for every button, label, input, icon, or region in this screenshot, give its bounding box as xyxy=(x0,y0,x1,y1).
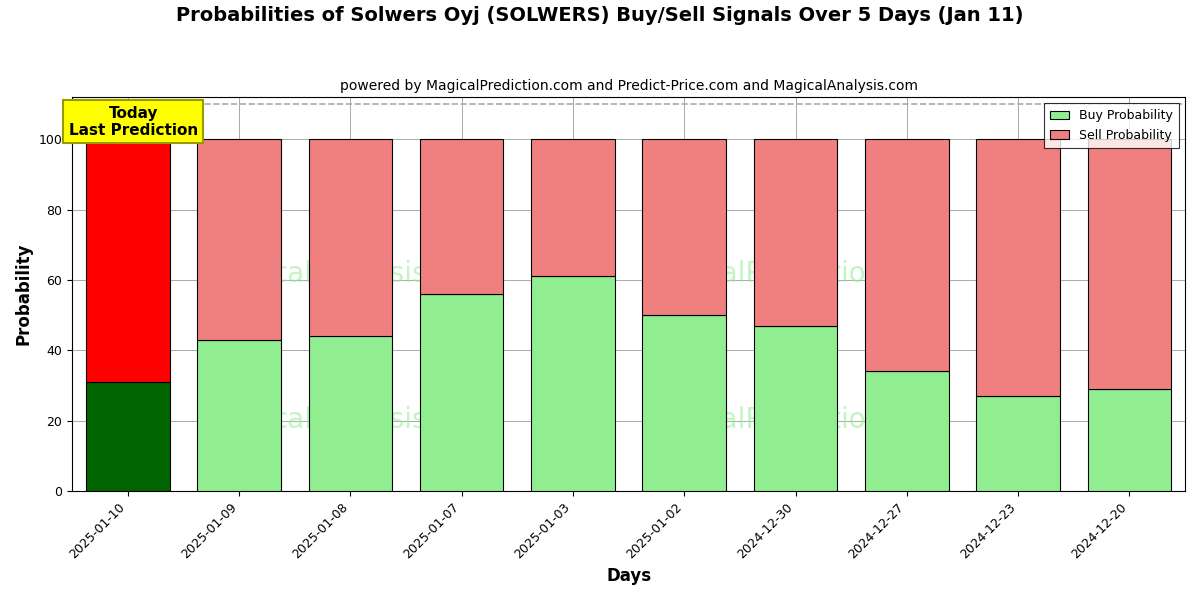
Bar xyxy=(197,139,281,340)
Legend: Buy Probability, Sell Probability: Buy Probability, Sell Probability xyxy=(1044,103,1178,148)
Bar xyxy=(532,139,614,277)
Bar xyxy=(308,336,392,491)
Bar xyxy=(532,277,614,491)
Bar xyxy=(642,315,726,491)
Text: MagicalPrediction.com: MagicalPrediction.com xyxy=(640,260,952,289)
Bar xyxy=(754,139,838,326)
Y-axis label: Probability: Probability xyxy=(16,243,34,346)
Bar xyxy=(1087,389,1171,491)
Text: MagicalPrediction.com: MagicalPrediction.com xyxy=(640,406,952,434)
Text: calAnalysis.com: calAnalysis.com xyxy=(272,260,496,289)
X-axis label: Days: Days xyxy=(606,567,652,585)
Bar xyxy=(642,139,726,315)
Bar xyxy=(1087,139,1171,389)
Bar xyxy=(754,326,838,491)
Title: powered by MagicalPrediction.com and Predict-Price.com and MagicalAnalysis.com: powered by MagicalPrediction.com and Pre… xyxy=(340,79,918,93)
Bar xyxy=(865,371,948,491)
Bar xyxy=(420,139,503,294)
Bar xyxy=(977,139,1060,396)
Text: Probabilities of Solwers Oyj (SOLWERS) Buy/Sell Signals Over 5 Days (Jan 11): Probabilities of Solwers Oyj (SOLWERS) B… xyxy=(176,6,1024,25)
Bar xyxy=(977,396,1060,491)
Text: calAnalysis.com: calAnalysis.com xyxy=(272,406,496,434)
Bar xyxy=(308,139,392,336)
Bar xyxy=(86,382,169,491)
Text: Today
Last Prediction: Today Last Prediction xyxy=(68,106,198,138)
Bar xyxy=(197,340,281,491)
Bar xyxy=(865,139,948,371)
Bar xyxy=(420,294,503,491)
Bar xyxy=(86,139,169,382)
